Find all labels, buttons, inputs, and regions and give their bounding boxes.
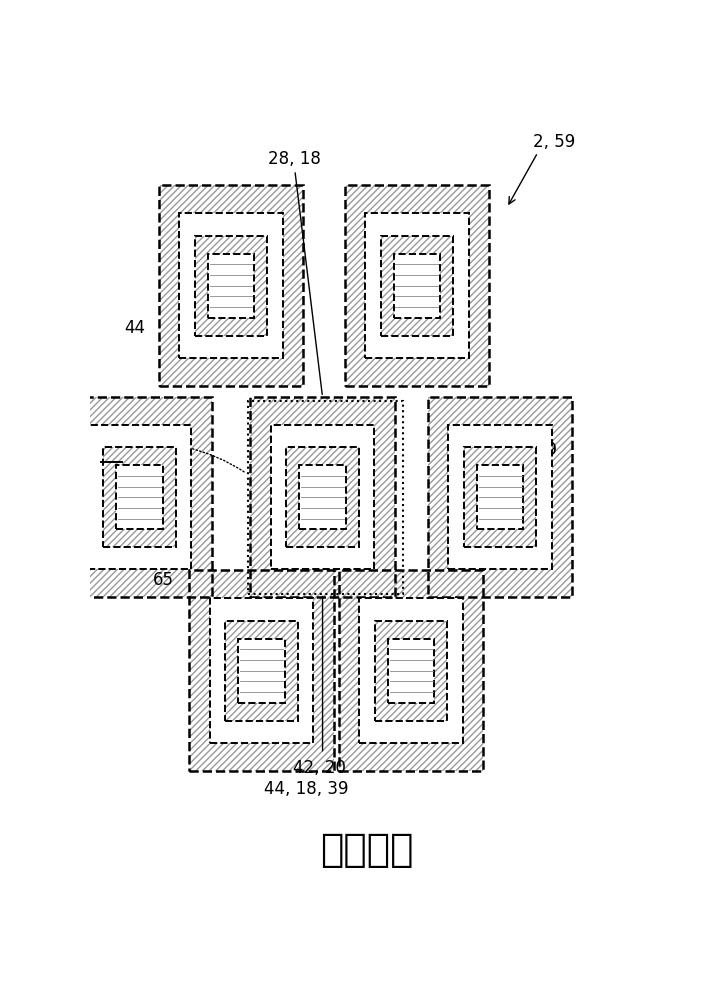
Bar [394, 254, 440, 318]
Bar [117, 465, 163, 529]
Bar [345, 185, 489, 386]
Text: 20: 20 [500, 434, 521, 452]
Bar [159, 185, 303, 386]
Bar [464, 447, 536, 547]
Bar [286, 447, 359, 547]
Bar [103, 447, 175, 547]
Text: 42, 20: 42, 20 [294, 759, 347, 777]
Bar [210, 598, 314, 743]
Bar [189, 570, 334, 771]
Bar [339, 570, 483, 771]
Bar [248, 401, 403, 594]
Bar [345, 185, 489, 386]
Bar [251, 397, 395, 597]
Bar [87, 425, 191, 569]
Bar [359, 598, 463, 743]
Bar [189, 570, 334, 771]
Bar [226, 620, 298, 721]
Bar [238, 639, 284, 703]
Bar [251, 397, 395, 597]
Bar [226, 620, 298, 721]
Bar [67, 397, 212, 597]
Bar [339, 570, 483, 771]
Text: 44: 44 [124, 319, 145, 337]
Bar [271, 425, 374, 569]
Bar [359, 598, 463, 743]
Bar [388, 639, 435, 703]
Bar [210, 598, 314, 743]
Bar [179, 213, 283, 358]
Bar [271, 425, 374, 569]
Bar [87, 425, 191, 569]
Bar [428, 397, 572, 597]
Bar [195, 235, 267, 336]
Bar [375, 620, 448, 721]
Bar [299, 465, 346, 529]
Bar [464, 447, 536, 547]
Bar [208, 254, 254, 318]
Text: 49: 49 [536, 441, 557, 459]
Bar [117, 465, 163, 529]
Bar [159, 185, 303, 386]
Bar [477, 465, 523, 529]
Text: 28, 18: 28, 18 [268, 150, 321, 168]
Bar [365, 213, 469, 358]
Bar [195, 235, 267, 336]
Bar [428, 397, 572, 597]
Bar [238, 639, 284, 703]
Bar [103, 447, 175, 547]
Text: 29: 29 [100, 444, 122, 462]
Bar [365, 213, 469, 358]
Bar [299, 465, 346, 529]
Bar [381, 235, 453, 336]
Bar [381, 235, 453, 336]
Bar [179, 213, 283, 358]
Bar [375, 620, 448, 721]
Bar [67, 397, 212, 597]
Bar [477, 465, 523, 529]
Bar [448, 425, 552, 569]
Text: 现有技术: 现有技术 [320, 831, 414, 869]
Bar [388, 639, 435, 703]
Bar [394, 254, 440, 318]
Text: 2, 59: 2, 59 [533, 133, 576, 151]
Text: 50: 50 [162, 437, 183, 455]
Bar [286, 447, 359, 547]
Text: 65: 65 [153, 571, 174, 589]
Bar [448, 425, 552, 569]
Bar [208, 254, 254, 318]
Text: 44, 18, 39: 44, 18, 39 [263, 780, 348, 798]
